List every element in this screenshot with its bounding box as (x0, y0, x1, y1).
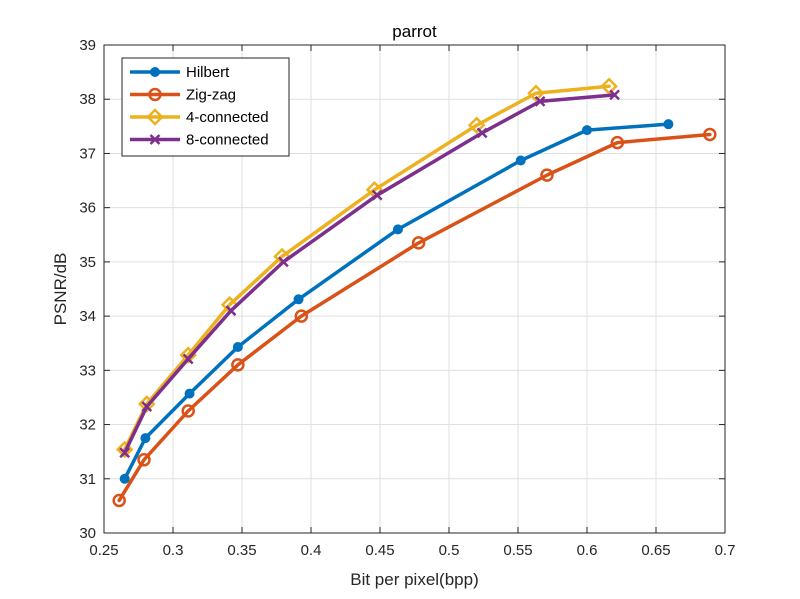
data-point-8-connected (278, 256, 289, 268)
data-point-8-connected (476, 127, 488, 139)
series-hilbert (119, 119, 674, 484)
x-tick-label: 0.3 (163, 542, 184, 559)
data-point-hilbert (663, 119, 674, 130)
data-point-hilbert (293, 294, 304, 305)
x-tick-label: 0.25 (89, 542, 118, 559)
legend-box (121, 57, 290, 157)
data-point-4-connected (467, 116, 486, 135)
data-point-4-connected (600, 77, 618, 95)
y-tick-labels: 30 31 32 33 34 35 36 37 38 39 (79, 37, 96, 542)
y-tick-label: 37 (79, 145, 96, 162)
x-tick-label: 0.5 (439, 542, 460, 559)
legend: Hilbert Zig-zag 4-connected 8-connected (121, 57, 290, 157)
legend-item-8-connected: 8-connected (130, 132, 269, 149)
x-tick-label: 0.65 (641, 542, 670, 559)
data-point-8-connected (371, 189, 383, 201)
y-tick-label: 30 (79, 525, 96, 542)
x-tick-label: 0.6 (577, 542, 598, 559)
legend-label: 8-connected (186, 132, 269, 149)
data-point-zig-zag (411, 236, 426, 250)
axes-box (103, 44, 726, 534)
data-point-zig-zag (703, 127, 717, 142)
legend-swatch-marker (146, 108, 164, 126)
data-point-8-connected (119, 447, 131, 459)
data-point-hilbert (184, 388, 195, 399)
data-point-zig-zag (540, 168, 554, 182)
series-line-zig-zag (117, 132, 712, 503)
y-tick-label: 36 (79, 200, 96, 217)
data-point-8-connected (534, 96, 546, 107)
y-tick-label: 31 (79, 471, 96, 488)
legend-swatch-marker (148, 87, 162, 102)
y-axis-label: PSNR/dB (51, 253, 70, 326)
chart-title: parrot (392, 22, 437, 41)
y-tick-label: 35 (79, 254, 96, 271)
y-tick-label: 38 (79, 91, 96, 108)
data-point-hilbert (140, 433, 151, 444)
x-tick-label: 0.35 (227, 542, 256, 559)
legend-item-zig-zag: Zig-zag (130, 87, 236, 104)
y-tick-label: 39 (79, 37, 96, 54)
y-tick-label: 34 (79, 308, 96, 325)
data-point-4-connected (527, 84, 545, 103)
data-point-hilbert (232, 342, 243, 353)
legend-label: Hilbert (186, 64, 230, 81)
data-point-hilbert (392, 224, 403, 235)
data-point-hilbert (119, 473, 130, 484)
legend-label: Zig-zag (186, 87, 236, 104)
axes (103, 44, 726, 534)
legend-label: 4-connected (186, 109, 269, 126)
data-point-8-connected (609, 89, 620, 101)
legend-item-hilbert: Hilbert (130, 64, 230, 81)
series-4-connected (115, 77, 618, 459)
data-point-zig-zag (137, 453, 151, 467)
data-point-8-connected (141, 401, 153, 413)
series-8-connected (119, 89, 620, 459)
data-point-zig-zag (610, 135, 625, 150)
series-layer (112, 77, 717, 508)
data-point-4-connected (115, 440, 134, 459)
x-tick-label: 0.4 (301, 542, 322, 559)
data-point-zig-zag (231, 358, 245, 372)
y-tick-label: 32 (79, 417, 96, 434)
x-axis-label: Bit per pixel(bpp) (350, 570, 479, 589)
x-tick-label: 0.55 (503, 542, 532, 559)
legend-swatch-marker (149, 134, 161, 145)
data-point-hilbert (582, 125, 592, 136)
x-tick-label: 0.7 (715, 542, 736, 559)
legend-item-4-connected: 4-connected (130, 108, 269, 126)
data-point-hilbert (515, 155, 526, 166)
data-point-zig-zag (181, 404, 195, 418)
y-tick-label: 33 (79, 362, 96, 379)
data-point-zig-zag (112, 493, 126, 508)
data-point-zig-zag (294, 309, 309, 323)
legend-swatch-marker (150, 67, 160, 77)
data-point-8-connected (225, 305, 237, 317)
series-zig-zag (112, 127, 717, 508)
series-line-4-connected (122, 84, 611, 452)
data-point-8-connected (182, 353, 194, 365)
x-tick-label: 0.45 (365, 542, 394, 559)
x-tick-labels: 0.25 0.3 0.35 0.4 0.45 0.5 0.55 0.6 0.65 0.7 (89, 542, 735, 559)
